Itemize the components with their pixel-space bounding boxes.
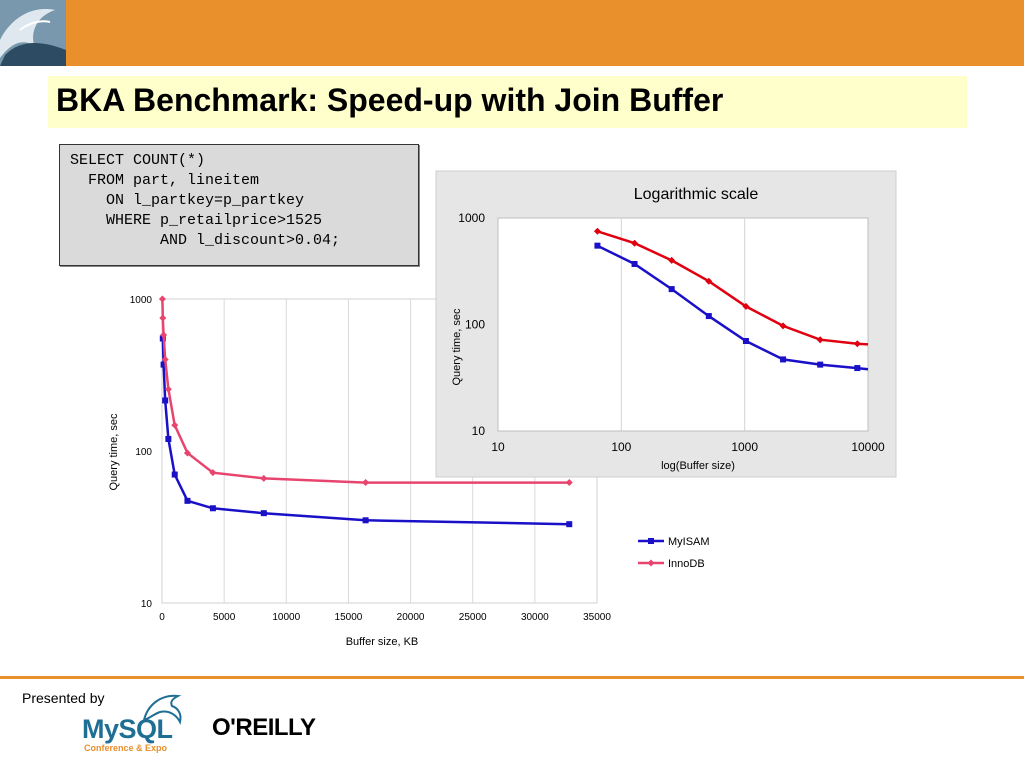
main-point-innodb [183,449,191,457]
inset-chart-svg: Logarithmic scale Query time, sec log(Bu… [435,170,897,478]
sql-line: ON l_partkey=p_partkey [70,192,305,209]
main-point-innodb [171,421,179,429]
legend-marker-innodb [647,559,655,567]
inset-point-myisam [594,242,601,249]
main-point-myisam [162,397,169,404]
inset-y-tick-label: 10 [472,424,486,438]
main-y-tick-label: 100 [135,447,152,458]
inset-x-tick-label: 10000 [851,440,885,454]
inset-point-innodb [816,336,824,344]
footer-rule [0,676,1024,679]
main-chart-svg: Query time, sec Buffer size, KB 0 5000 100… [108,295,710,648]
inset-x-tick-label: 1000 [731,440,758,454]
main-x-tick-label: 10000 [272,612,300,623]
inset-point-myisam [668,286,675,293]
main-point-myisam [566,521,573,528]
sql-line: AND l_discount>0.04; [70,232,341,249]
sql-query-box: SELECT COUNT(*) FROM part, lineitem ON l… [59,144,419,266]
main-point-myisam [184,497,191,504]
main-point-innodb [362,479,370,487]
main-x-tick-label: 15000 [335,612,363,623]
sql-line: SELECT COUNT(*) [70,152,206,169]
main-x-tick-label: 25000 [459,612,487,623]
inset-point-myisam [780,356,787,363]
inset-y-tick-label: 1000 [458,211,485,225]
inset-point-myisam [631,260,638,267]
inset-point-myisam [705,313,712,320]
main-point-myisam [165,435,172,442]
inset-point-innodb [779,322,787,330]
title-box: BKA Benchmark: Speed-up with Join Buffer [48,76,967,128]
legend-marker-myisam [648,538,654,544]
inset-plot-area [497,217,869,432]
presented-by-label: Presented by [22,690,105,706]
main-y-tick-label: 1000 [130,295,153,306]
main-y-axis-label: Query time, sec [108,413,120,491]
main-point-innodb [164,385,172,393]
inset-x-axis-label: log(Buffer size) [661,460,735,472]
main-x-tick-label: 35000 [583,612,611,623]
inset-point-innodb [668,256,676,264]
main-point-innodb [159,314,167,322]
oreilly-logo: O'REILLY [212,714,316,741]
main-point-myisam [209,505,216,512]
main-point-innodb [565,479,573,487]
main-series-line-myisam [161,338,570,526]
inset-point-myisam [742,337,749,344]
inset-point-myisam [854,365,861,372]
inset-point-innodb [742,302,750,310]
inset-y-axis-label: Query time, sec [451,308,463,386]
main-x-axis-label: Buffer size, KB [346,636,419,648]
sql-line: WHERE p_retailprice>1525 [70,212,323,229]
legend-label-innodb: InnoDB [668,558,705,570]
inset-point-innodb [593,227,601,235]
main-point-innodb [160,331,168,339]
main-point-innodb [161,355,169,363]
main-x-tick-label: 5000 [213,612,236,623]
legend-label-myisam: MyISAM [668,536,710,548]
main-x-tick-label: 0 [159,612,165,623]
mysql-conference-label: Conference & Expo [84,743,168,753]
main-point-myisam [160,361,167,368]
main-y-tick-label: 10 [141,599,153,610]
header-bar [0,0,1024,66]
main-point-myisam [171,471,178,478]
main-point-innodb [209,469,217,477]
inset-point-innodb [705,277,713,285]
inset-chart-title: Logarithmic scale [634,186,759,203]
inset-y-tick-label: 100 [465,318,485,332]
slide-title: BKA Benchmark: Speed-up with Join Buffer [56,82,724,118]
inset-x-tick-label: 10 [491,440,505,454]
inset-point-innodb [853,340,861,348]
main-x-tick-label: 20000 [397,612,425,623]
main-point-myisam [260,510,267,517]
main-x-tick-label: 30000 [521,612,549,623]
inset-point-innodb [631,239,639,247]
main-point-myisam [362,517,369,524]
mysql-logo: MySQL [82,714,173,744]
wave-logo [0,0,66,66]
inset-x-tick-label: 100 [611,440,631,454]
inset-point-myisam [817,361,824,368]
dolphin-icon [140,690,186,731]
main-point-innodb [260,474,268,482]
sql-line: FROM part, lineitem [70,172,260,189]
main-point-innodb [158,295,166,303]
